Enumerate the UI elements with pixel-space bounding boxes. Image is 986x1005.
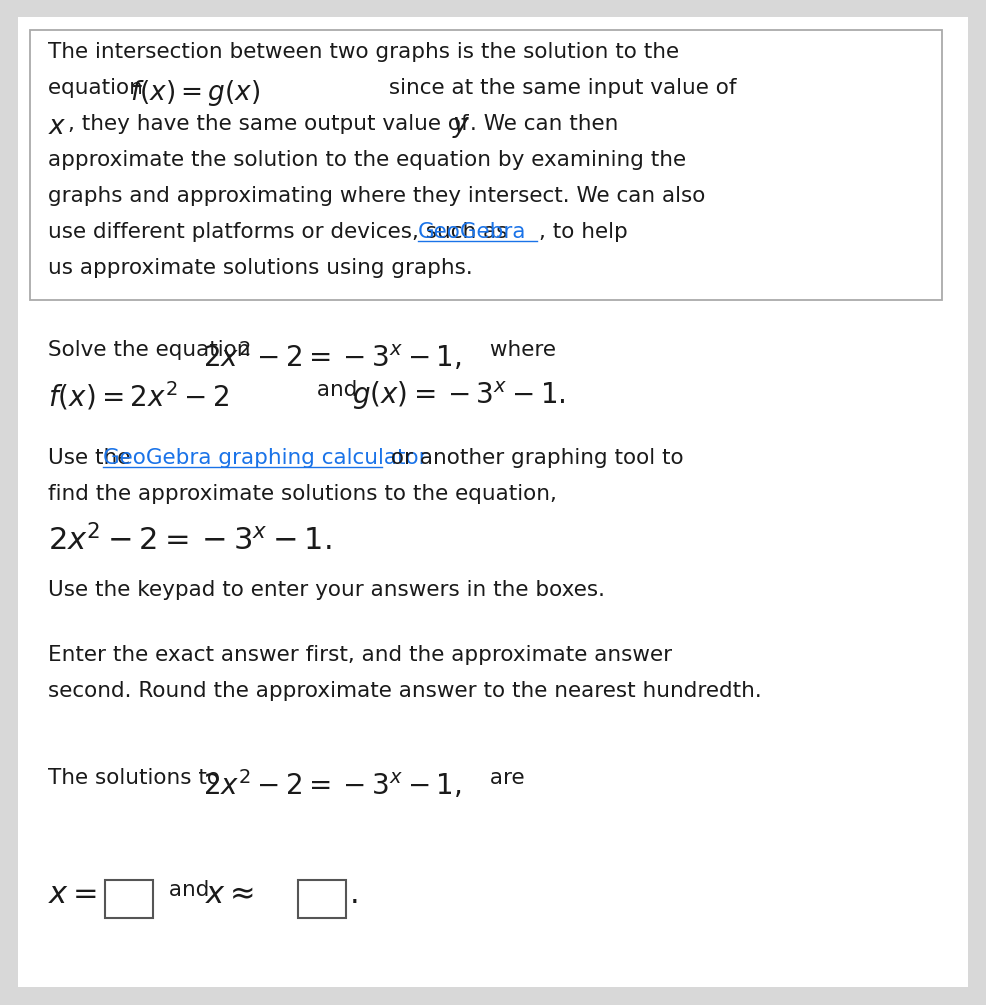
Text: Use the: Use the xyxy=(48,448,137,468)
Text: or another graphing tool to: or another graphing tool to xyxy=(384,448,683,468)
Text: GeoGebra: GeoGebra xyxy=(418,222,527,242)
Text: us approximate solutions using graphs.: us approximate solutions using graphs. xyxy=(48,258,472,278)
Text: graphs and approximating where they intersect. We can also: graphs and approximating where they inte… xyxy=(48,186,705,206)
Text: $g\left(x\right)=-3^x-1.$: $g\left(x\right)=-3^x-1.$ xyxy=(352,380,566,412)
Text: since at the same input value of: since at the same input value of xyxy=(382,78,737,98)
Text: approximate the solution to the equation by examining the: approximate the solution to the equation… xyxy=(48,150,686,170)
Text: Enter the exact answer first, and the approximate answer: Enter the exact answer first, and the ap… xyxy=(48,645,672,665)
Text: Use the keypad to enter your answers in the boxes.: Use the keypad to enter your answers in … xyxy=(48,580,605,600)
Text: equation: equation xyxy=(48,78,150,98)
Text: , to help: , to help xyxy=(539,222,628,242)
Text: .: . xyxy=(350,880,360,909)
Text: $x=$: $x=$ xyxy=(48,880,98,909)
Text: Solve the equation: Solve the equation xyxy=(48,340,257,360)
Text: $\mathit{y}$: $\mathit{y}$ xyxy=(452,114,470,140)
Text: second. Round the approximate answer to the nearest hundredth.: second. Round the approximate answer to … xyxy=(48,681,762,701)
Text: The intersection between two graphs is the solution to the: The intersection between two graphs is t… xyxy=(48,42,679,62)
Text: $2x^2-2=-3^x-1,$: $2x^2-2=-3^x-1,$ xyxy=(203,768,461,801)
Text: and: and xyxy=(310,380,364,400)
Text: $f\left(x\right)=g\left(x\right)$: $f\left(x\right)=g\left(x\right)$ xyxy=(130,78,260,108)
Text: are: are xyxy=(483,768,525,788)
Text: $2x^2-2=-3^x-1,$: $2x^2-2=-3^x-1,$ xyxy=(203,340,461,373)
Text: . We can then: . We can then xyxy=(470,114,618,134)
Text: use different platforms or devices, such as: use different platforms or devices, such… xyxy=(48,222,515,242)
FancyBboxPatch shape xyxy=(30,30,942,300)
Text: $2x^2-2=-3^x-1.$: $2x^2-2=-3^x-1.$ xyxy=(48,524,331,557)
Text: The solutions to: The solutions to xyxy=(48,768,227,788)
Text: , they have the same output value of: , they have the same output value of xyxy=(68,114,475,134)
Text: $x\approx$: $x\approx$ xyxy=(205,880,254,909)
Text: $\mathit{x}$: $\mathit{x}$ xyxy=(48,114,66,140)
Text: GeoGebra graphing calculator: GeoGebra graphing calculator xyxy=(103,448,428,468)
Text: and: and xyxy=(162,880,216,900)
FancyBboxPatch shape xyxy=(105,880,153,918)
Text: find the approximate solutions to the equation,: find the approximate solutions to the eq… xyxy=(48,484,557,504)
FancyBboxPatch shape xyxy=(298,880,346,918)
Text: $f\left(x\right)=2x^2-2$: $f\left(x\right)=2x^2-2$ xyxy=(48,380,230,413)
FancyBboxPatch shape xyxy=(18,17,968,987)
Text: where: where xyxy=(483,340,556,360)
